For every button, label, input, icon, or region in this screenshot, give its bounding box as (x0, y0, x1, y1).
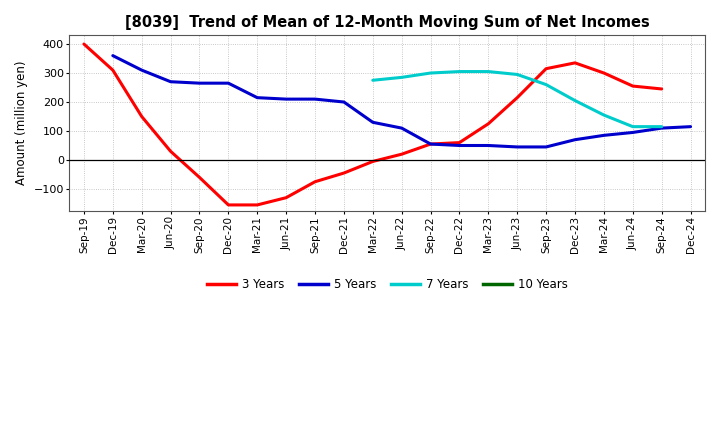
3 Years (455, 140, 464, 145)
3 Years (571, 60, 580, 66)
3 Years (311, 179, 320, 184)
3 Years (484, 121, 492, 126)
3 Years (109, 67, 117, 73)
5 Years (426, 141, 435, 147)
7 Years (513, 72, 521, 77)
7 Years (571, 98, 580, 103)
Line: 7 Years: 7 Years (373, 72, 662, 127)
3 Years (513, 95, 521, 100)
7 Years (397, 75, 406, 80)
5 Years (455, 143, 464, 148)
Line: 3 Years: 3 Years (84, 44, 662, 205)
5 Years (253, 95, 261, 100)
5 Years (195, 81, 204, 86)
5 Years (571, 137, 580, 142)
5 Years (340, 99, 348, 105)
7 Years (600, 112, 608, 117)
5 Years (484, 143, 492, 148)
7 Years (542, 82, 551, 87)
5 Years (166, 79, 175, 84)
Line: 5 Years: 5 Years (113, 55, 690, 147)
3 Years (600, 70, 608, 76)
3 Years (542, 66, 551, 71)
3 Years (253, 202, 261, 208)
5 Years (369, 120, 377, 125)
7 Years (484, 69, 492, 74)
7 Years (426, 70, 435, 76)
3 Years (80, 41, 89, 47)
3 Years (282, 195, 290, 200)
5 Years (513, 144, 521, 150)
3 Years (340, 170, 348, 176)
5 Years (138, 67, 146, 73)
5 Years (686, 124, 695, 129)
3 Years (166, 149, 175, 154)
3 Years (657, 86, 666, 92)
3 Years (195, 175, 204, 180)
3 Years (426, 141, 435, 147)
Legend: 3 Years, 5 Years, 7 Years, 10 Years: 3 Years, 5 Years, 7 Years, 10 Years (202, 274, 572, 296)
3 Years (224, 202, 233, 208)
3 Years (138, 114, 146, 119)
5 Years (629, 130, 637, 135)
7 Years (657, 124, 666, 129)
7 Years (369, 77, 377, 83)
5 Years (397, 125, 406, 131)
Y-axis label: Amount (million yen): Amount (million yen) (15, 61, 28, 185)
5 Years (657, 125, 666, 131)
5 Years (282, 96, 290, 102)
3 Years (397, 151, 406, 157)
5 Years (542, 144, 551, 150)
5 Years (109, 53, 117, 58)
5 Years (600, 133, 608, 138)
Title: [8039]  Trend of Mean of 12-Month Moving Sum of Net Incomes: [8039] Trend of Mean of 12-Month Moving … (125, 15, 649, 30)
7 Years (455, 69, 464, 74)
5 Years (224, 81, 233, 86)
5 Years (311, 96, 320, 102)
7 Years (629, 124, 637, 129)
3 Years (369, 159, 377, 164)
3 Years (629, 84, 637, 89)
